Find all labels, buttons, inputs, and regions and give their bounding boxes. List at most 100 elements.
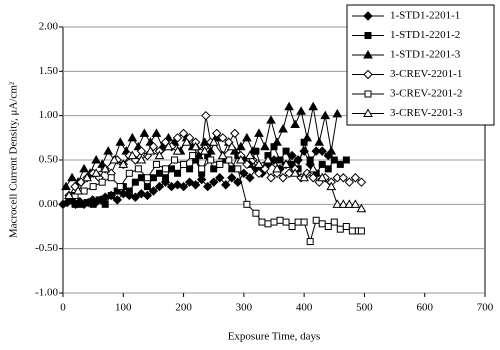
- x-tick-label: 600: [416, 302, 433, 314]
- x-tick-label: 400: [296, 302, 313, 314]
- data-point: [330, 218, 338, 226]
- data-point: [342, 223, 350, 230]
- data-point: [216, 160, 224, 168]
- data-point: [137, 174, 145, 182]
- data-point: [149, 174, 157, 182]
- data-point: [258, 218, 266, 226]
- data-point: [77, 200, 85, 208]
- data-point: [320, 110, 331, 120]
- x-tick-label: 700: [477, 302, 494, 314]
- data-point: [163, 141, 174, 151]
- data-point: [210, 165, 218, 173]
- data-point: [284, 101, 294, 111]
- data-point: [152, 160, 160, 168]
- data-point: [308, 173, 318, 183]
- data-point: [282, 218, 290, 226]
- data-point: [344, 199, 355, 208]
- data-point: [127, 132, 138, 142]
- data-point: [296, 106, 306, 115]
- data-point: [342, 156, 350, 164]
- data-point: [189, 152, 197, 160]
- legend-marker: [364, 90, 372, 98]
- data-point: [276, 216, 284, 224]
- data-point: [218, 133, 228, 143]
- data-point: [143, 183, 151, 191]
- data-point: [234, 165, 242, 173]
- data-point: [79, 163, 89, 173]
- data-point: [198, 165, 206, 173]
- data-point: [107, 174, 115, 182]
- data-point: [178, 128, 189, 139]
- data-point: [230, 128, 240, 139]
- legend-label: 1-STD1-2201-1: [390, 10, 460, 22]
- data-point: [139, 128, 150, 137]
- data-point: [318, 160, 326, 168]
- data-point: [270, 218, 278, 226]
- data-point: [107, 191, 115, 199]
- data-point: [276, 156, 284, 164]
- legend-label: 1-STD1-2201-2: [390, 29, 460, 41]
- data-point: [217, 150, 228, 160]
- legend: [346, 4, 495, 126]
- x-axis-label: Exposure Time, days: [228, 331, 321, 343]
- data-point: [272, 137, 282, 146]
- data-point: [243, 200, 251, 208]
- data-point: [288, 223, 296, 230]
- data-point: [161, 174, 169, 182]
- data-point: [209, 177, 219, 187]
- data-point: [89, 183, 97, 191]
- data-point: [254, 128, 264, 137]
- data-point: [338, 199, 349, 208]
- data-point: [312, 216, 320, 224]
- data-point: [190, 141, 201, 151]
- data-point: [317, 172, 328, 182]
- data-point: [306, 238, 314, 246]
- data-point: [266, 115, 276, 124]
- data-point: [199, 146, 210, 155]
- data-point: [282, 147, 290, 155]
- data-point: [314, 137, 325, 146]
- data-point: [172, 133, 183, 143]
- data-point: [308, 163, 319, 173]
- data-point: [61, 181, 71, 191]
- data-point: [330, 156, 338, 164]
- data-point: [125, 187, 133, 195]
- data-point: [130, 192, 141, 202]
- data-point: [154, 150, 165, 160]
- data-point: [143, 174, 151, 182]
- data-point: [221, 180, 231, 190]
- data-point: [284, 168, 294, 179]
- y-tick-label: 0.50: [39, 154, 59, 166]
- data-point: [168, 165, 176, 173]
- data-point: [190, 180, 201, 190]
- data-point: [67, 172, 77, 182]
- data-point: [154, 181, 165, 192]
- data-point: [260, 141, 270, 151]
- data-point: [98, 178, 106, 186]
- data-point: [302, 132, 313, 142]
- data-point: [131, 178, 139, 186]
- data-point: [264, 220, 272, 228]
- data-point: [180, 160, 188, 168]
- data-point: [171, 156, 179, 164]
- y-tick-label: 0.00: [39, 198, 59, 210]
- data-point: [127, 150, 138, 160]
- legend-marker: [364, 32, 372, 39]
- data-point: [326, 181, 337, 191]
- data-point: [332, 108, 343, 118]
- legend-marker: [363, 69, 373, 80]
- data-point: [215, 173, 225, 183]
- data-point: [350, 199, 361, 208]
- data-point: [254, 168, 264, 179]
- data-point: [201, 110, 211, 121]
- x-tick-label: 100: [115, 302, 132, 314]
- legend-label: 3-CREV-2201-1: [390, 68, 462, 80]
- data-point: [290, 119, 300, 129]
- data-point: [263, 154, 273, 164]
- x-tick-label: 500: [356, 302, 373, 314]
- data-point: [266, 173, 276, 183]
- legend-label: 3-CREV-2201-2: [390, 88, 462, 100]
- data-point: [324, 165, 332, 173]
- legend-marker: [363, 49, 373, 59]
- y-tick-label: 2.00: [39, 21, 59, 33]
